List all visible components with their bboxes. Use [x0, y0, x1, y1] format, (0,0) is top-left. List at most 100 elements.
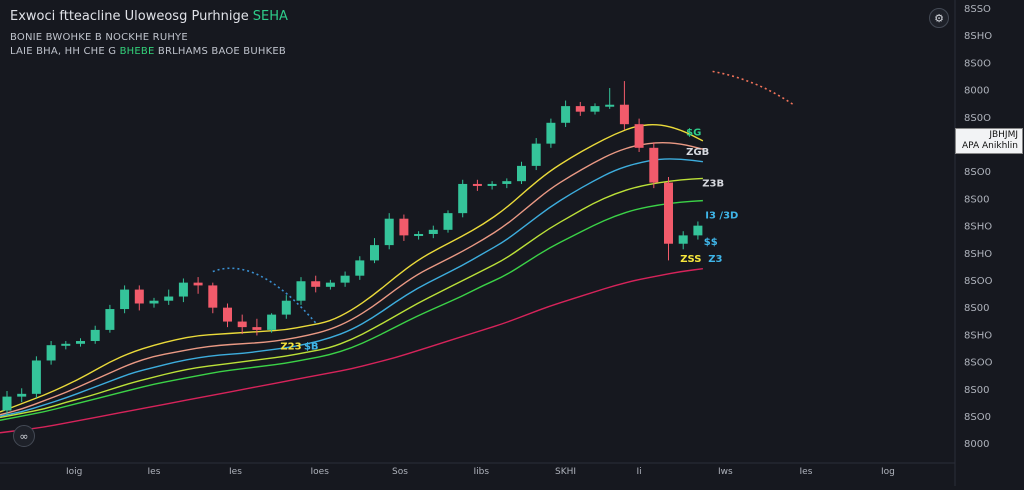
candle-body [458, 183, 468, 214]
y-tick-label: 8SO0 [964, 167, 991, 178]
settings-icon[interactable]: ⚙ [929, 8, 949, 28]
price-tag-line2: APA Anikhlin [961, 141, 1018, 151]
candle-body [252, 327, 262, 330]
chart-annotation: ZSS [680, 254, 701, 265]
candle-body [208, 285, 218, 308]
chart-annotation: $B [304, 341, 319, 352]
chart-legend: Exwoci ftteacline Uloweosg Purhnige SEHA … [10, 10, 288, 59]
candle-body [105, 309, 115, 330]
candle-body [414, 233, 424, 236]
candle-body [2, 396, 12, 411]
candle-body [340, 275, 350, 283]
y-tick-label: 8SHO [964, 330, 992, 341]
chart-annotation: $$ [704, 237, 718, 248]
candle-body [472, 183, 482, 186]
candle-body [281, 300, 291, 315]
candle-body [149, 300, 159, 304]
x-tick-label: Iws [718, 467, 733, 477]
candle-body [443, 213, 453, 230]
candle-body [619, 104, 629, 125]
chart-annotation: ZGB [686, 147, 709, 158]
chart-annotation: Z3 [708, 254, 722, 265]
candle-body [605, 104, 615, 107]
y-tick-label: 8000 [964, 86, 989, 97]
legend-line-1: BONIE BWOHKE B NOCKHE RUHYE [10, 32, 188, 43]
candle-body [31, 360, 41, 394]
x-tick-label: Iibs [474, 467, 490, 477]
x-tick-label: Ies [800, 467, 813, 477]
ma-line [0, 199, 703, 421]
candle-body [325, 282, 335, 287]
legend-line-2-a: LAIE BHA, HH CHE G [10, 46, 117, 57]
candle-body [428, 229, 438, 234]
legend-line-2-highlight: BHEBE [119, 46, 155, 57]
ma-line [0, 142, 704, 416]
chart-annotation: $G [686, 127, 701, 138]
link-icon[interactable]: ∞ [13, 425, 35, 447]
candle-body [311, 281, 321, 287]
x-tick-label: Ii [637, 467, 642, 477]
candle-body [546, 122, 556, 144]
candle-body [590, 106, 600, 112]
y-tick-label: 8S00 [964, 194, 989, 205]
candle-body [17, 393, 27, 397]
forecast-arc-1 [212, 267, 317, 324]
candle-body [693, 225, 703, 236]
current-price-tag: JBHJMJ APA Anikhlin [955, 128, 1023, 154]
candle-body [76, 341, 85, 344]
y-tick-label: 8SO0 [964, 412, 991, 423]
x-tick-label: Ioes [311, 467, 330, 477]
candle-body [575, 106, 585, 112]
candle-body [164, 296, 174, 301]
forecast-arc-2 [712, 70, 794, 106]
price-tag-line1: JBHJMJ [989, 130, 1018, 140]
x-tick-label: Iog [881, 467, 895, 477]
y-tick-label: 8SHO [964, 222, 992, 233]
candle-body [502, 181, 512, 184]
y-tick-label: 8S00 [964, 303, 989, 314]
y-tick-label: 8SOO [964, 358, 993, 369]
candle-body [370, 245, 379, 261]
legend-line-2-b: BRLHAMS BAOE BUHKEB [157, 46, 286, 57]
y-tick-label: 8SHO [964, 249, 992, 260]
candle-body [399, 218, 409, 236]
candle-body [531, 143, 541, 166]
x-tick-label: Ies [148, 467, 161, 477]
candle-body [678, 235, 688, 244]
chart-title-text: Exwoci ftteacline Uloweosg Purhnige [10, 9, 249, 24]
y-tick-label: 8000 [964, 439, 989, 450]
candle-body [355, 260, 365, 276]
x-tick-label: Sos [392, 467, 408, 477]
ma-line [0, 268, 703, 434]
legend-line-2: LAIE BHA, HH CHE G BHEBE BRLHAMS BAOE BU… [10, 45, 288, 59]
y-tick-label: 8SHO [964, 31, 992, 42]
candle-body [649, 147, 659, 183]
y-tick-label: 8SSO [964, 4, 991, 15]
candle-body [61, 343, 71, 346]
ma-line [0, 158, 703, 417]
candle-body [634, 124, 644, 148]
y-tick-label: 8S0O [964, 113, 991, 124]
x-tick-label: Ioig [66, 467, 82, 477]
y-tick-label: 8S0O [964, 58, 991, 69]
candle-body [664, 182, 673, 244]
chart-annotation: Z23 [280, 341, 301, 352]
candle-body [267, 314, 277, 330]
candle-body [90, 329, 100, 342]
chart-title-accent: SEHA [252, 9, 288, 24]
candle-body [517, 165, 526, 182]
candle-body [561, 106, 571, 123]
candle-body [296, 281, 306, 301]
candle-body [487, 183, 497, 186]
candle-body [178, 282, 188, 297]
candle-body [384, 218, 394, 246]
candle-body [120, 289, 130, 310]
chart-title: Exwoci ftteacline Uloweosg Purhnige SEHA [10, 10, 288, 24]
chart-annotation: I3 /3D [705, 211, 738, 222]
x-tick-label: SKHI [555, 467, 576, 477]
candle-body [134, 289, 144, 304]
ma-line [0, 124, 704, 413]
candle-body [46, 345, 56, 361]
